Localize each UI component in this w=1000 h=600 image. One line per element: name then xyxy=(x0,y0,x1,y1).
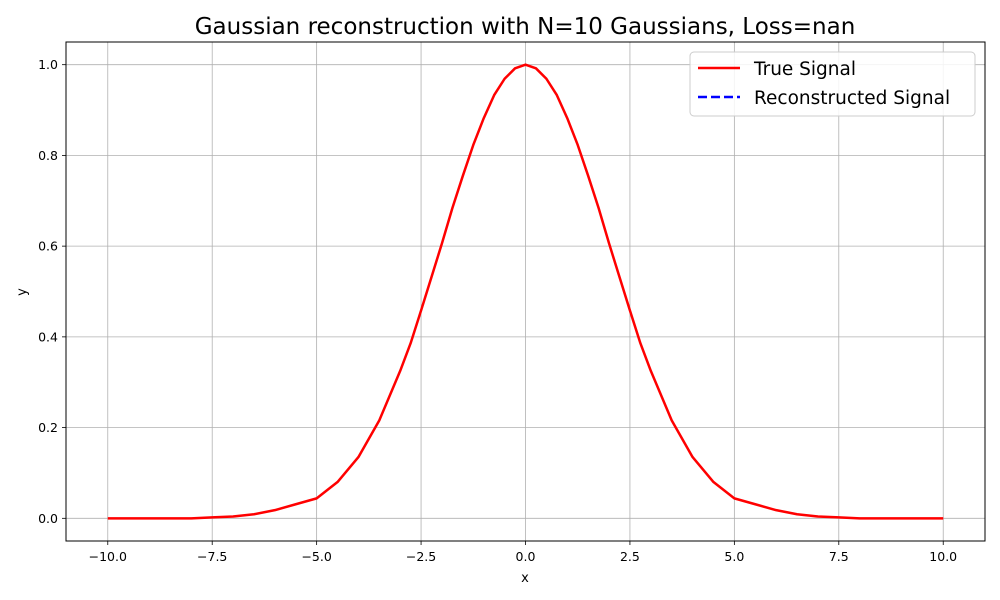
x-tick-label: 0.0 xyxy=(516,549,536,564)
x-tick-label: −5.0 xyxy=(301,549,331,564)
x-tick-label: 7.5 xyxy=(829,549,849,564)
y-axis-label: y xyxy=(15,288,30,296)
x-tick-label: 5.0 xyxy=(724,549,744,564)
axis-ticks: −10.0 −7.5 −5.0 −2.5 0.0 2.5 5.0 7.5 10.0 0.0 0.2 0… xyxy=(38,57,957,564)
legend-label-reconstructed-signal: Reconstructed Signal xyxy=(754,88,950,109)
x-tick-label: −7.5 xyxy=(197,549,227,564)
chart-title: Gaussian reconstruction with N=10 Gaussi… xyxy=(195,14,856,40)
y-tick-label: 0.8 xyxy=(38,148,58,163)
x-tick-label: −2.5 xyxy=(406,549,436,564)
y-tick-label: 0.6 xyxy=(38,239,58,254)
grid xyxy=(66,42,985,541)
legend-label-true-signal: True Signal xyxy=(753,59,856,80)
x-axis-label: x xyxy=(521,571,529,586)
y-tick-label: 0.2 xyxy=(38,420,58,435)
legend: True Signal Reconstructed Signal xyxy=(689,51,976,117)
series-lines xyxy=(107,63,944,520)
x-tick-label: 2.5 xyxy=(620,549,640,564)
y-tick-label: 0.0 xyxy=(38,511,58,526)
legend-box xyxy=(689,51,976,117)
series-line-true-signal xyxy=(107,63,944,520)
y-tick-label: 1.0 xyxy=(38,57,58,72)
y-tick-label: 0.4 xyxy=(38,329,58,344)
x-tick-label: −10.0 xyxy=(89,549,127,564)
x-tick-label: 10.0 xyxy=(929,549,957,564)
